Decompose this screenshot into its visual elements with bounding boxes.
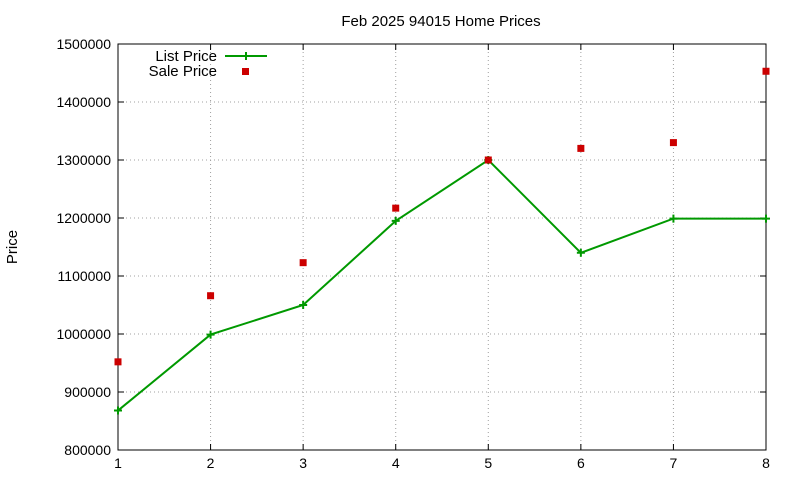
axis-ticks xyxy=(117,43,767,451)
y-axis-label: Price xyxy=(4,230,21,264)
data-point-square xyxy=(669,139,677,147)
x-tick-label: 7 xyxy=(670,455,678,471)
series-list-price xyxy=(114,156,770,415)
y-tick-label: 1200000 xyxy=(56,210,111,226)
grid xyxy=(118,44,766,450)
data-point-plus xyxy=(576,248,585,257)
x-tick-label: 4 xyxy=(392,455,400,471)
x-tick-label: 8 xyxy=(762,455,770,471)
series-sale-price xyxy=(114,67,770,366)
data-point-plus xyxy=(114,406,122,415)
y-tick-label: 900000 xyxy=(64,384,111,400)
data-point-square xyxy=(577,144,585,152)
y-tick-label: 800000 xyxy=(64,442,111,458)
chart-title: Feb 2025 94015 Home Prices xyxy=(341,13,540,30)
series xyxy=(114,67,770,415)
legend: List Price Sale Price xyxy=(149,48,267,80)
series-line xyxy=(117,158,766,412)
legend-label-sale-price: Sale Price xyxy=(149,63,217,80)
y-tick-label: 1500000 xyxy=(56,36,111,52)
data-point-plus xyxy=(762,214,770,223)
x-tick-label: 1 xyxy=(114,455,122,471)
data-point-plus xyxy=(206,330,215,339)
data-point-plus xyxy=(299,301,308,309)
y-tick-label: 1000000 xyxy=(56,326,111,342)
data-point-square xyxy=(299,259,307,267)
data-point-plus xyxy=(669,214,678,223)
legend-label-list-price: List Price xyxy=(155,48,217,65)
data-point-square xyxy=(762,67,770,75)
legend-marker-sale-price xyxy=(242,68,249,75)
data-point-plus xyxy=(391,216,400,225)
x-tick-label: 6 xyxy=(577,455,585,471)
data-point-square xyxy=(207,292,215,300)
y-tick-labels: 800000 900000 1000000 1100000 1200000 1300000… xyxy=(56,36,111,458)
data-point-square xyxy=(114,358,122,366)
x-tick-label: 2 xyxy=(207,455,215,471)
y-tick-label: 1400000 xyxy=(56,94,111,110)
y-tick-label: 1100000 xyxy=(58,268,112,284)
y-tick-label: 1300000 xyxy=(56,152,111,168)
plot-frame xyxy=(117,43,767,451)
x-tick-label: 3 xyxy=(299,455,307,471)
x-tick-label: 5 xyxy=(484,455,492,471)
legend-marker-list-price xyxy=(242,52,250,60)
x-tick-labels: 1 2 3 4 5 6 7 8 xyxy=(114,455,770,471)
data-point-square xyxy=(484,156,492,164)
data-point-square xyxy=(392,204,400,212)
